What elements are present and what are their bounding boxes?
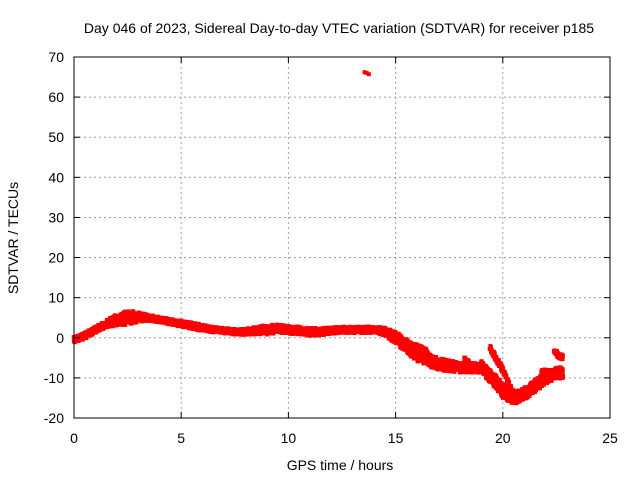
data-point	[431, 354, 435, 359]
data-point	[474, 368, 479, 373]
y-tick-label: 30	[48, 209, 64, 225]
data-point	[560, 355, 565, 360]
data-point	[494, 355, 499, 359]
data-points	[71, 70, 565, 406]
outlier-point	[366, 72, 371, 77]
data-point	[506, 399, 511, 403]
data-point	[492, 351, 497, 356]
x-tick-label: 10	[281, 430, 297, 446]
data-point	[466, 366, 471, 371]
data-point	[494, 384, 499, 389]
data-point	[421, 359, 425, 363]
data-point	[560, 369, 565, 374]
data-point	[137, 310, 142, 315]
data-point	[537, 386, 542, 391]
data-point	[282, 323, 287, 328]
data-point	[474, 365, 479, 370]
y-axis-label: SDTVAR / TECUs	[5, 182, 21, 294]
x-tick-label: 15	[388, 430, 404, 446]
data-point	[409, 354, 414, 359]
data-point	[449, 369, 454, 374]
data-point	[542, 382, 546, 387]
data-point	[542, 380, 547, 385]
data-point	[386, 331, 391, 336]
data-point	[451, 359, 456, 364]
data-point	[561, 373, 565, 378]
y-tick-label: 70	[48, 49, 64, 65]
data-point	[309, 326, 314, 330]
x-axis-label: GPS time / hours	[287, 457, 394, 473]
data-point	[509, 394, 514, 399]
data-point	[494, 386, 499, 391]
y-tick-label: 50	[48, 129, 64, 145]
data-point	[507, 390, 512, 395]
data-point	[501, 367, 506, 371]
data-point	[537, 381, 542, 386]
x-tick-label: 5	[177, 430, 185, 446]
data-point	[511, 394, 516, 399]
x-tick-label: 0	[70, 430, 78, 446]
data-point	[509, 384, 514, 389]
data-point	[467, 359, 472, 364]
data-point	[507, 380, 511, 385]
data-point	[496, 357, 501, 362]
data-point	[94, 329, 99, 334]
y-tick-label: 10	[48, 290, 64, 306]
y-tick-label: -10	[44, 370, 64, 386]
data-point	[434, 355, 439, 359]
data-point	[270, 322, 275, 327]
data-point	[560, 357, 565, 362]
data-point	[502, 384, 507, 389]
data-point	[428, 362, 433, 366]
data-point	[456, 360, 460, 365]
outlier-point	[362, 70, 367, 75]
data-point	[431, 363, 436, 368]
tick-labels: 0 5 10 15 20 25 -20 -10 0 10 20 30 40 50 60 70	[44, 49, 618, 446]
data-point	[502, 370, 507, 375]
outlier-point	[364, 71, 369, 75]
y-tick-label: 0	[56, 330, 64, 346]
y-tick-label: 60	[48, 89, 64, 105]
data-point	[265, 332, 270, 337]
data-point	[114, 323, 119, 328]
data-point	[412, 356, 417, 361]
data-point	[527, 393, 532, 398]
x-tick-label: 20	[495, 430, 511, 446]
data-point	[425, 350, 430, 355]
data-point	[511, 390, 516, 395]
data-point	[466, 368, 471, 373]
x-tick-label: 25	[602, 430, 618, 446]
chart-title: Day 046 of 2023, Sidereal Day-to-day VTE…	[84, 20, 594, 36]
data-point	[84, 335, 89, 340]
data-point	[463, 356, 468, 361]
grid-lines	[74, 57, 610, 418]
y-tick-label: -20	[44, 410, 64, 426]
data-point	[123, 322, 128, 327]
y-tick-label: 20	[48, 250, 64, 266]
data-point	[498, 389, 502, 394]
plot-frame	[73, 56, 611, 419]
y-tick-label: 40	[48, 169, 64, 185]
data-point	[73, 340, 78, 345]
data-point	[424, 346, 429, 351]
data-point	[442, 368, 447, 373]
data-point	[549, 379, 554, 383]
data-point	[166, 322, 171, 327]
data-point	[435, 357, 440, 362]
